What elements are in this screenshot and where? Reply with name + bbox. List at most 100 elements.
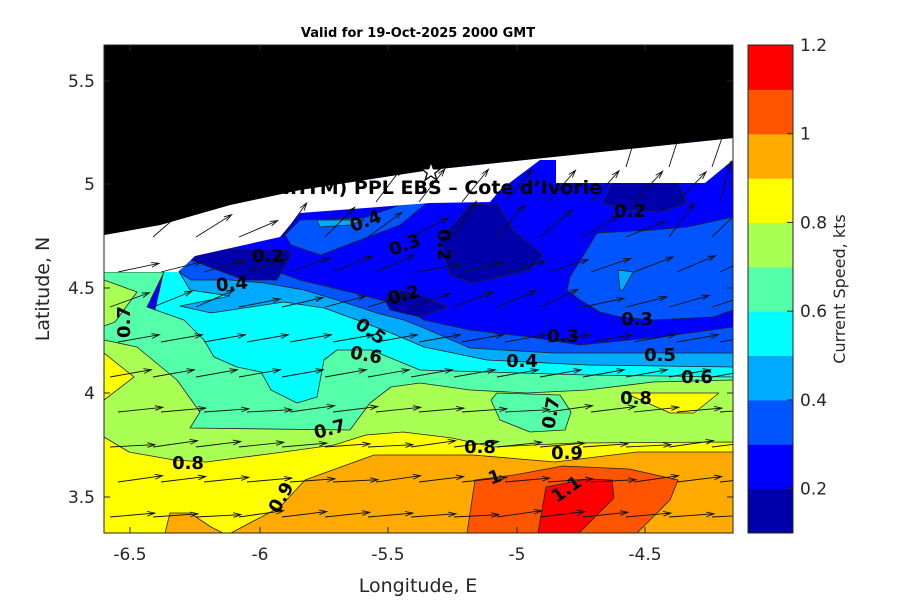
current-arrow: [160, 333, 204, 343]
current-arrow: [668, 368, 712, 378]
colorbar-tick-label: 0.4: [800, 391, 827, 411]
colorbar-swatch: [748, 311, 793, 357]
island-0.9-1.0: [164, 512, 224, 533]
current-arrow: [375, 474, 423, 483]
current-arrow: [332, 255, 374, 273]
colorbar-frame: [747, 44, 794, 534]
current-arrow: [719, 265, 733, 273]
current-arrow: [461, 406, 509, 413]
current-arrow: [461, 333, 505, 343]
current-arrow: [109, 442, 157, 448]
current-arrow: [367, 211, 404, 238]
colorbar-swatch: [748, 266, 793, 312]
current-arrow: [453, 439, 501, 448]
current-arrow: [152, 439, 200, 448]
current-arrow: [289, 257, 331, 273]
current-arrow: [496, 289, 538, 308]
colorbar-swatch: [748, 355, 793, 401]
current-arrow: [547, 476, 595, 483]
current-arrow: [410, 439, 458, 448]
current-arrow: [160, 474, 208, 483]
current-arrow: [625, 295, 669, 308]
current-arrow: [410, 368, 454, 378]
current-arrow: [152, 290, 194, 308]
current-arrow: [281, 368, 325, 378]
colorbar-swatch: [748, 133, 793, 179]
current-arrow: [332, 333, 376, 343]
colorbar-swatch: [748, 222, 793, 268]
current-arrow: [418, 474, 466, 483]
current-arrow: [633, 256, 675, 273]
colorbar-swatch: [748, 89, 793, 135]
y-axis-label: Latitude, N: [32, 237, 54, 342]
current-arrow: [195, 289, 236, 308]
contour-label: 0.3: [547, 326, 579, 347]
colorbar-label: Current Speed, kts: [830, 214, 849, 363]
current-arrow: [117, 474, 165, 483]
current-arrow: [418, 405, 466, 413]
current-arrow: [238, 219, 280, 238]
current-arrow: [418, 167, 446, 203]
current-arrow: [719, 159, 732, 203]
current-arrow: [676, 254, 718, 273]
current-arrow: [582, 441, 630, 448]
current-arrow: [324, 206, 356, 238]
current-arrow: [410, 292, 453, 308]
current-arrow: [238, 509, 286, 518]
current-arrow: [539, 509, 587, 518]
current-arrow: [504, 475, 552, 483]
current-arrow: [289, 476, 337, 483]
y-tick-label: 3.5: [68, 488, 95, 508]
current-arrow: [117, 333, 161, 343]
current-arrow: [195, 213, 233, 238]
contour-label: 0.2: [252, 246, 284, 267]
current-arrow: [582, 214, 621, 238]
current-arrow: [676, 333, 720, 343]
current-vectors: [109, 125, 733, 518]
contour-label: 0.2: [433, 229, 454, 261]
current-arrow: [504, 260, 548, 273]
current-arrow: [246, 475, 294, 483]
current-arrow: [238, 297, 282, 308]
current-arrow: [633, 333, 677, 343]
contour-label: 0.8: [620, 388, 652, 409]
current-arrow: [246, 333, 290, 343]
contour-label: 0.7: [114, 306, 135, 338]
current-arrow: [496, 368, 540, 378]
current-arrow: [152, 368, 196, 378]
contour-label: 0.4: [215, 273, 249, 297]
current-arrow: [109, 510, 157, 518]
current-arrow: [461, 168, 490, 203]
current-arrow: [625, 510, 673, 518]
current-arrow: [711, 216, 733, 238]
current-arrow: [117, 262, 161, 273]
current-arrow: [539, 209, 574, 238]
contour-label: 0.3: [621, 309, 653, 330]
x-tick-label: -5.5: [371, 545, 404, 565]
current-arrow: [668, 294, 711, 308]
island-0.3-0.4-coast: [284, 199, 431, 256]
contour-label: 0.5: [644, 345, 676, 366]
current-arrow: [453, 368, 497, 378]
current-arrow: [246, 407, 294, 413]
current-arrow: [109, 368, 153, 378]
colorbar-swatch: [748, 178, 793, 223]
colorbar-swatch: [748, 488, 793, 534]
current-arrow: [195, 512, 243, 518]
current-arrow: [367, 442, 415, 448]
current-arrow: [418, 262, 462, 273]
current-arrow: [375, 405, 423, 413]
chart-title: Valid for 19-Oct-2025 2000 GMT: [301, 26, 535, 41]
current-arrow: [719, 339, 733, 343]
current-arrow: [461, 261, 505, 273]
current-arrow: [547, 259, 590, 273]
current-arrow: [539, 288, 580, 308]
y-tick-label: 5: [84, 175, 95, 195]
colorbar-tick-label: 1.2: [800, 36, 827, 56]
island-0.4-0.5: [617, 269, 634, 291]
island-0.3-0.4-east: [566, 216, 733, 321]
current-arrow: [203, 475, 251, 483]
current-arrow: [195, 439, 243, 448]
current-arrow: [109, 292, 151, 308]
current-arrow: [625, 220, 667, 238]
